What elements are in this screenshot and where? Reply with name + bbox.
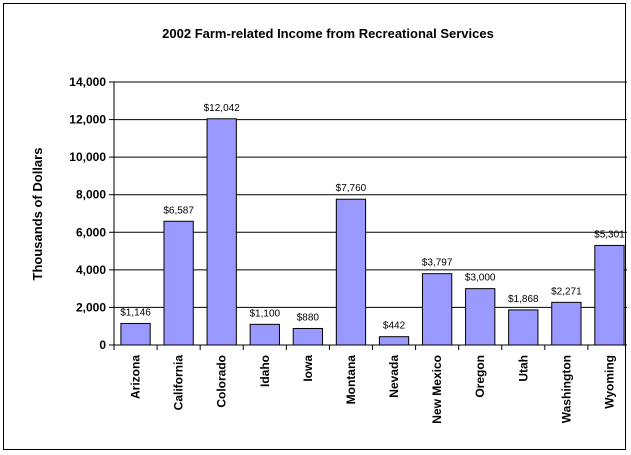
- category-label: Idaho: [258, 355, 272, 387]
- y-tick-labels: 0 2,000 4,000 6,000 8,000 10,000 12,000 14,000: [69, 75, 106, 352]
- data-label: $6,587: [163, 205, 194, 216]
- bar: [551, 301, 582, 346]
- category-label: New Mexico: [430, 355, 444, 424]
- y-tick-label: 12,000: [69, 113, 106, 127]
- bar: [249, 323, 280, 346]
- bar: [378, 336, 410, 346]
- data-label: $5,301: [594, 229, 625, 240]
- data-label: $7,760: [336, 183, 367, 194]
- category-label: Iowa: [301, 355, 315, 382]
- y-tick-label: 0: [99, 338, 106, 352]
- gridlines: [114, 81, 627, 308]
- bar: [206, 118, 237, 346]
- bar: [508, 309, 539, 346]
- axes: [109, 81, 627, 350]
- category-label: Arizona: [129, 355, 143, 399]
- data-label: $3,000: [465, 273, 496, 284]
- y-tick-label: 8,000: [76, 188, 106, 202]
- category-label: Nevada: [387, 355, 401, 398]
- bar: [421, 273, 453, 346]
- category-label: Colorado: [215, 355, 229, 408]
- bar: [163, 220, 194, 346]
- data-label: $2,271: [551, 286, 582, 297]
- data-label: $1,868: [508, 294, 539, 305]
- y-tick-label: 10,000: [69, 150, 106, 164]
- data-label: $880: [297, 312, 320, 323]
- category-label: Montana: [344, 355, 358, 405]
- category-label: California: [172, 355, 186, 411]
- y-tick-label: 14,000: [69, 75, 106, 89]
- data-label: $1,100: [249, 308, 280, 319]
- data-label: $442: [383, 321, 406, 332]
- y-tick-label: 4,000: [76, 263, 106, 277]
- bar: [465, 288, 496, 346]
- category-labels: Arizona California Colorado Idaho Iowa Montan…: [129, 355, 617, 424]
- data-label: $3,797: [422, 258, 453, 269]
- category-label: Utah: [516, 355, 530, 382]
- category-label: Washington: [559, 355, 573, 423]
- bar: [594, 244, 625, 346]
- chart-frame: 2002 Farm-related Income from Recreation…: [3, 3, 627, 450]
- category-label: Wyoming: [602, 355, 616, 409]
- bar: [335, 198, 367, 346]
- bar: [120, 322, 151, 346]
- bar: [292, 327, 324, 346]
- y-axis-label: Thousands of Dollars: [30, 148, 45, 281]
- category-label: Oregon: [473, 355, 487, 398]
- bars: [120, 118, 625, 346]
- y-tick-label: 2,000: [76, 300, 106, 314]
- data-label: $12,042: [204, 103, 241, 114]
- data-label: $1,146: [120, 307, 151, 318]
- y-tick-label: 6,000: [76, 225, 106, 239]
- data-labels: $1,146 $6,587 $12,042 $1,100 $880 $7,760 $442 $…: [120, 103, 625, 332]
- bar-chart: 2002 Farm-related Income from Recreation…: [30, 26, 627, 424]
- chart-title: 2002 Farm-related Income from Recreation…: [162, 26, 494, 41]
